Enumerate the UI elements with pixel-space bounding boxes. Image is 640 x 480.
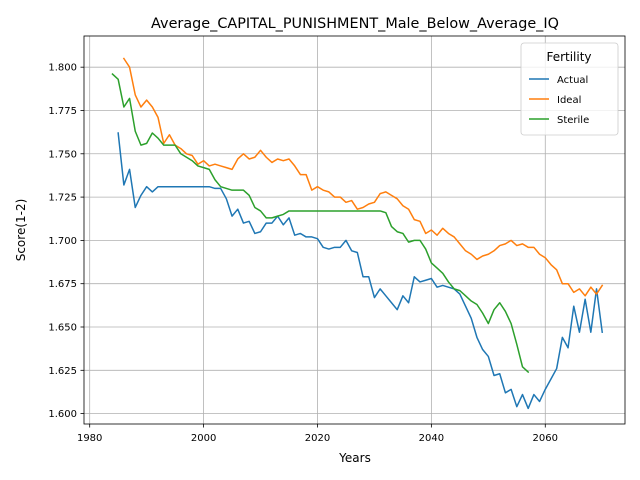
y-axis-label: Score(1-2) (14, 199, 28, 262)
plot-area-frame (83, 35, 626, 425)
series-line-ideal (122, 57, 604, 297)
x-tick-label: 2040 (419, 433, 444, 444)
y-tick-label: 1.800 (48, 63, 77, 74)
legend-box (520, 42, 619, 136)
legend: Fertility Actual Ideal Sterile (520, 42, 619, 136)
x-axis-label: Years (338, 451, 371, 465)
chart-title: Average_CAPITAL_PUNISHMENT_Male_Below_Av… (151, 16, 559, 32)
y-tick-label: 1.775 (48, 106, 77, 117)
x-tick-label: 2060 (533, 433, 558, 444)
legend-title: Fertility (546, 50, 591, 64)
y-tick-label: 1.725 (48, 193, 77, 204)
y-tick-label: 1.675 (48, 279, 77, 290)
grid (84, 36, 625, 424)
legend-label-actual: Actual (557, 75, 588, 86)
legend-label-ideal: Ideal (557, 95, 581, 106)
legend-label-sterile: Sterile (557, 115, 589, 126)
x-tick-label: 1980 (77, 433, 102, 444)
y-tick-label: 1.700 (48, 236, 77, 247)
series-line-sterile (111, 73, 530, 374)
series-layer (111, 57, 604, 410)
x-tick-label: 2020 (305, 433, 330, 444)
y-tick-label: 1.625 (48, 366, 77, 377)
y-tick-label: 1.650 (48, 323, 77, 334)
x-axis: 1980 2000 2020 2040 2060 (77, 424, 558, 444)
y-tick-label: 1.600 (48, 409, 77, 420)
y-axis: 1.600 1.625 1.650 1.675 1.700 1.725 1.750 1.775… (48, 63, 84, 420)
series-line-actual (117, 132, 604, 410)
x-tick-label: 2000 (191, 433, 216, 444)
y-tick-label: 1.750 (48, 149, 77, 160)
